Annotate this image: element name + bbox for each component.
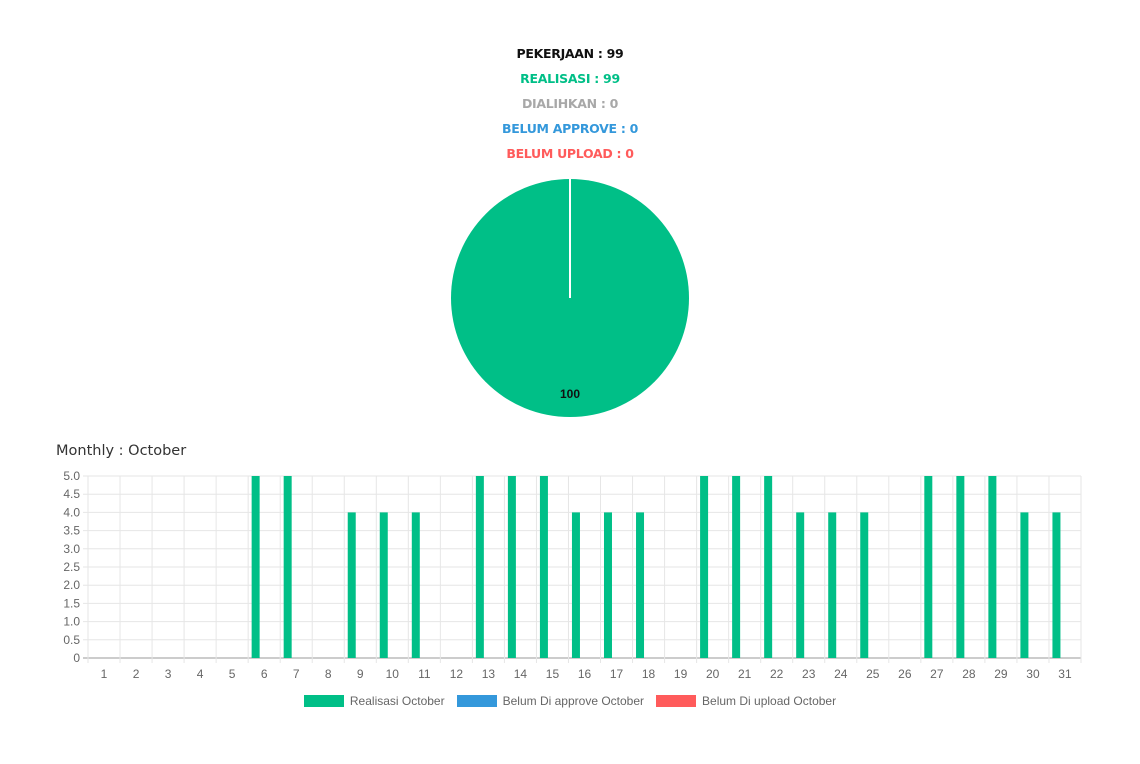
x-tick-label: 16 xyxy=(578,667,592,681)
bar[interactable] xyxy=(347,512,356,658)
bar[interactable] xyxy=(475,476,484,658)
belum-approve-count: BELUM APPROVE : 0 xyxy=(502,121,638,136)
bar[interactable] xyxy=(988,476,997,658)
x-tick-label: 6 xyxy=(261,667,268,681)
bar[interactable] xyxy=(924,476,933,658)
chart-legend: Realisasi October Belum Di approve Octobe… xyxy=(0,694,1140,708)
x-tick-label: 26 xyxy=(898,667,912,681)
x-tick-label: 9 xyxy=(357,667,364,681)
bar[interactable] xyxy=(636,512,645,658)
realisasi-count: REALISASI : 99 xyxy=(520,71,620,86)
x-tick-label: 22 xyxy=(770,667,784,681)
bar[interactable] xyxy=(539,476,548,658)
bar[interactable] xyxy=(507,476,516,658)
x-tick-label: 8 xyxy=(325,667,332,681)
legend-label: Belum Di upload October xyxy=(702,694,837,708)
bar[interactable] xyxy=(828,512,837,658)
y-tick-label: 1.5 xyxy=(63,596,80,610)
y-tick-label: 4.0 xyxy=(63,505,80,519)
y-tick-label: 2.0 xyxy=(63,578,80,592)
x-tick-label: 12 xyxy=(450,667,464,681)
bar[interactable] xyxy=(283,476,292,658)
y-tick-label: 5.0 xyxy=(63,469,80,483)
x-tick-label: 21 xyxy=(738,667,752,681)
pie-chart[interactable]: 100 xyxy=(440,168,700,428)
bar-chart[interactable]: 0 0.5 1.0 1.5 2.0 2.5 3.0 3.5 4.0 4.5 5.0 1 2 3 4 5 6 7 8 9… xyxy=(40,464,1100,694)
y-tick-label: 0.5 xyxy=(63,633,80,647)
y-tick-label: 4.5 xyxy=(63,487,80,501)
x-tick-label: 7 xyxy=(293,667,300,681)
bar[interactable] xyxy=(700,476,709,658)
bar[interactable] xyxy=(571,512,580,658)
x-tick-label: 5 xyxy=(229,667,236,681)
pie-data-label: 100 xyxy=(560,387,580,401)
x-tick-label: 25 xyxy=(866,667,880,681)
x-tick-label: 13 xyxy=(482,667,496,681)
x-tick-label: 30 xyxy=(1026,667,1040,681)
y-tick-label: 0 xyxy=(73,651,80,665)
legend-item[interactable]: Belum Di approve October xyxy=(456,694,645,708)
x-tick-label: 10 xyxy=(386,667,400,681)
x-tick-label: 24 xyxy=(834,667,848,681)
legend-label: Realisasi October xyxy=(349,694,445,708)
legend-label: Belum Di approve October xyxy=(502,694,645,708)
bar[interactable] xyxy=(603,512,612,658)
bar[interactable] xyxy=(732,476,741,658)
belum-upload-count: BELUM UPLOAD : 0 xyxy=(506,146,634,161)
x-tick-label: 1 xyxy=(101,667,108,681)
x-tick-label: 28 xyxy=(962,667,976,681)
legend-swatch xyxy=(656,695,697,707)
x-tick-label: 20 xyxy=(706,667,720,681)
pekerjaan-count: PEKERJAAN : 99 xyxy=(516,46,624,61)
legend-item[interactable]: Belum Di upload October xyxy=(656,694,836,708)
x-tick-label: 23 xyxy=(802,667,816,681)
y-tick-label: 3.0 xyxy=(63,542,80,556)
x-tick-label: 29 xyxy=(994,667,1008,681)
summary-block: PEKERJAAN : 99 REALISASI : 99 DIALIHKAN … xyxy=(0,41,1140,166)
x-tick-label: 27 xyxy=(930,667,944,681)
bar[interactable] xyxy=(251,476,260,658)
x-tick-label: 3 xyxy=(165,667,172,681)
bar[interactable] xyxy=(796,512,805,658)
pie-chart-svg: 100 xyxy=(451,179,689,417)
legend-swatch xyxy=(303,695,344,707)
x-tick-label: 2 xyxy=(133,667,140,681)
bar-chart-svg: 00.51.01.52.02.53.03.54.04.55.01 2 3 4 5 6 7 8 9… xyxy=(63,469,1082,681)
x-tick-label: 17 xyxy=(610,667,624,681)
bar[interactable] xyxy=(860,512,869,658)
bar[interactable] xyxy=(956,476,965,658)
x-tick-label: 18 xyxy=(642,667,656,681)
legend-swatch xyxy=(456,695,497,707)
monthly-chart-title: Monthly : October xyxy=(56,443,187,459)
y-tick-label: 3.5 xyxy=(63,524,80,538)
bar[interactable] xyxy=(1052,512,1061,658)
legend-item[interactable]: Realisasi October xyxy=(303,694,445,708)
y-tick-label: 2.5 xyxy=(63,560,80,574)
dialihkan-count: DIALIHKAN : 0 xyxy=(521,96,619,111)
x-tick-label: 31 xyxy=(1058,667,1072,681)
bar[interactable] xyxy=(379,512,388,658)
x-tick-label: 19 xyxy=(674,667,688,681)
y-tick-label: 1.0 xyxy=(63,615,80,629)
bar[interactable] xyxy=(411,512,420,658)
x-tick-label: 15 xyxy=(546,667,560,681)
bar[interactable] xyxy=(1020,512,1029,658)
bar[interactable] xyxy=(764,476,773,658)
x-tick-label: 4 xyxy=(197,667,204,681)
x-tick-label: 14 xyxy=(514,667,528,681)
x-tick-label: 11 xyxy=(418,667,431,681)
